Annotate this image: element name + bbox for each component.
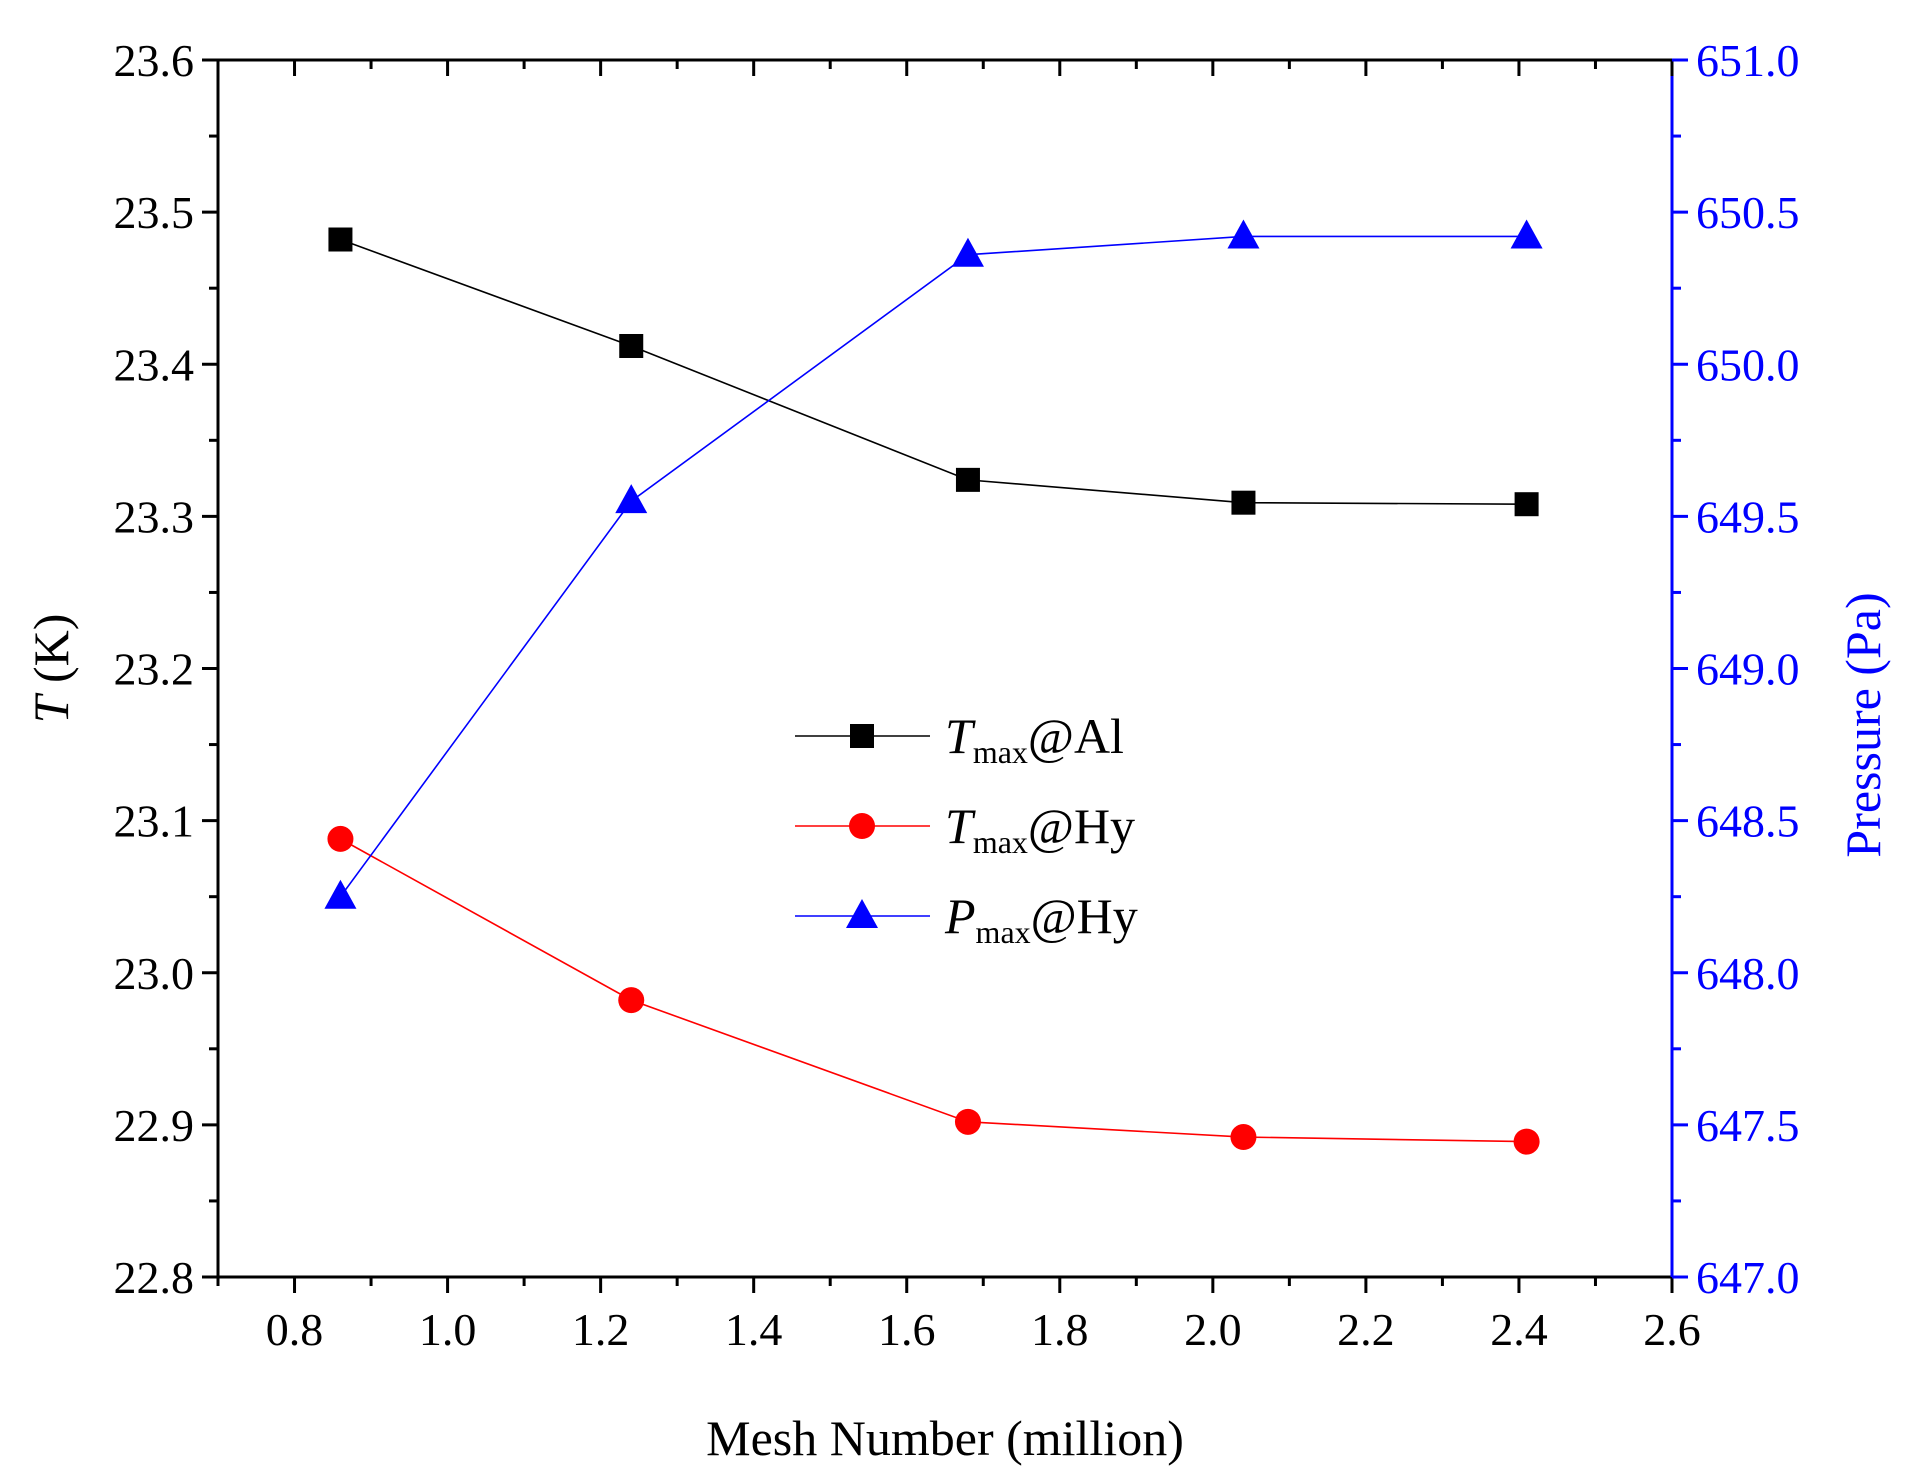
x-tick-label: 1.2 [572, 1304, 630, 1355]
legend-label: Pmax@Hy [944, 888, 1138, 950]
x-tick-label: 2.4 [1490, 1304, 1548, 1355]
left-y-tick-label: 23.6 [114, 35, 195, 86]
data-point [324, 879, 357, 909]
series-line [340, 838, 1527, 1143]
x-tick-label: 2.2 [1337, 1304, 1395, 1355]
right-y-tick-label: 649.0 [1696, 644, 1800, 695]
legend: Tmax@Al Tmax@Hy Pmax@Hy [795, 708, 1138, 950]
x-tick-label: 2.6 [1643, 1304, 1701, 1355]
left-y-tick-label: 23.1 [114, 796, 195, 847]
series [324, 219, 1543, 1155]
axes [216, 58, 1674, 1279]
legend-marker [849, 813, 875, 839]
right-y-tick-label: 651.0 [1696, 35, 1800, 86]
right-y-tick-label: 648.0 [1696, 948, 1800, 999]
data-point [327, 825, 354, 852]
data-point [615, 484, 648, 514]
data-point [1510, 219, 1543, 249]
x-axis-title: Mesh Number (million) [706, 1410, 1184, 1466]
data-point [1513, 1128, 1540, 1155]
left-y-tick-label: 23.0 [114, 948, 195, 999]
data-point [618, 987, 645, 1014]
x-tick-label: 1.4 [725, 1304, 783, 1355]
x-tick-label: 2.0 [1184, 1304, 1242, 1355]
left-y-tick-label: 23.3 [114, 491, 195, 542]
left-y-tick-label: 23.4 [114, 339, 195, 390]
legend-marker [846, 899, 878, 928]
left-y-tick-label: 23.2 [114, 644, 195, 695]
series-line [339, 235, 1527, 898]
right-y-tick-label: 649.5 [1696, 491, 1800, 542]
x-tick-label: 1.8 [1031, 1304, 1089, 1355]
axis-titles: Mesh Number (million) T (K) Pressure (Pa) [23, 592, 1891, 1466]
right-y-tick-label: 647.5 [1696, 1100, 1800, 1151]
right-y-tick-label: 650.5 [1696, 187, 1800, 238]
data-point [328, 227, 353, 252]
data-point [955, 467, 980, 492]
data-point [951, 237, 984, 267]
legend-label: Tmax@Hy [945, 798, 1135, 860]
right-y-axis-title: Pressure (Pa) [1835, 592, 1891, 857]
right-y-tick-label: 650.0 [1696, 339, 1800, 390]
legend-label: Tmax@Al [945, 708, 1124, 770]
legend-marker [850, 724, 874, 748]
left-y-axis-title: T (K) [23, 614, 79, 724]
left-y-tick-label: 22.9 [114, 1100, 195, 1151]
data-point [1230, 1124, 1257, 1151]
x-tick-label: 1.0 [419, 1304, 477, 1355]
data-point [619, 333, 644, 358]
right-y-tick-label: 647.0 [1696, 1252, 1800, 1303]
data-point [954, 1108, 981, 1135]
left-y-tick-label: 23.5 [114, 187, 195, 238]
x-tick-label: 1.6 [878, 1304, 936, 1355]
data-point [1231, 490, 1256, 515]
data-point [1514, 492, 1539, 517]
data-point [1227, 219, 1260, 249]
ticks: 0.8 1.0 1.2 1.4 1.6 1.8 2.0 2.2 2.4 2.6 22.8 22.9 23… [114, 35, 1800, 1355]
left-y-tick-label: 22.8 [114, 1252, 195, 1303]
right-y-tick-label: 648.5 [1696, 796, 1800, 847]
x-tick-label: 0.8 [266, 1304, 324, 1355]
